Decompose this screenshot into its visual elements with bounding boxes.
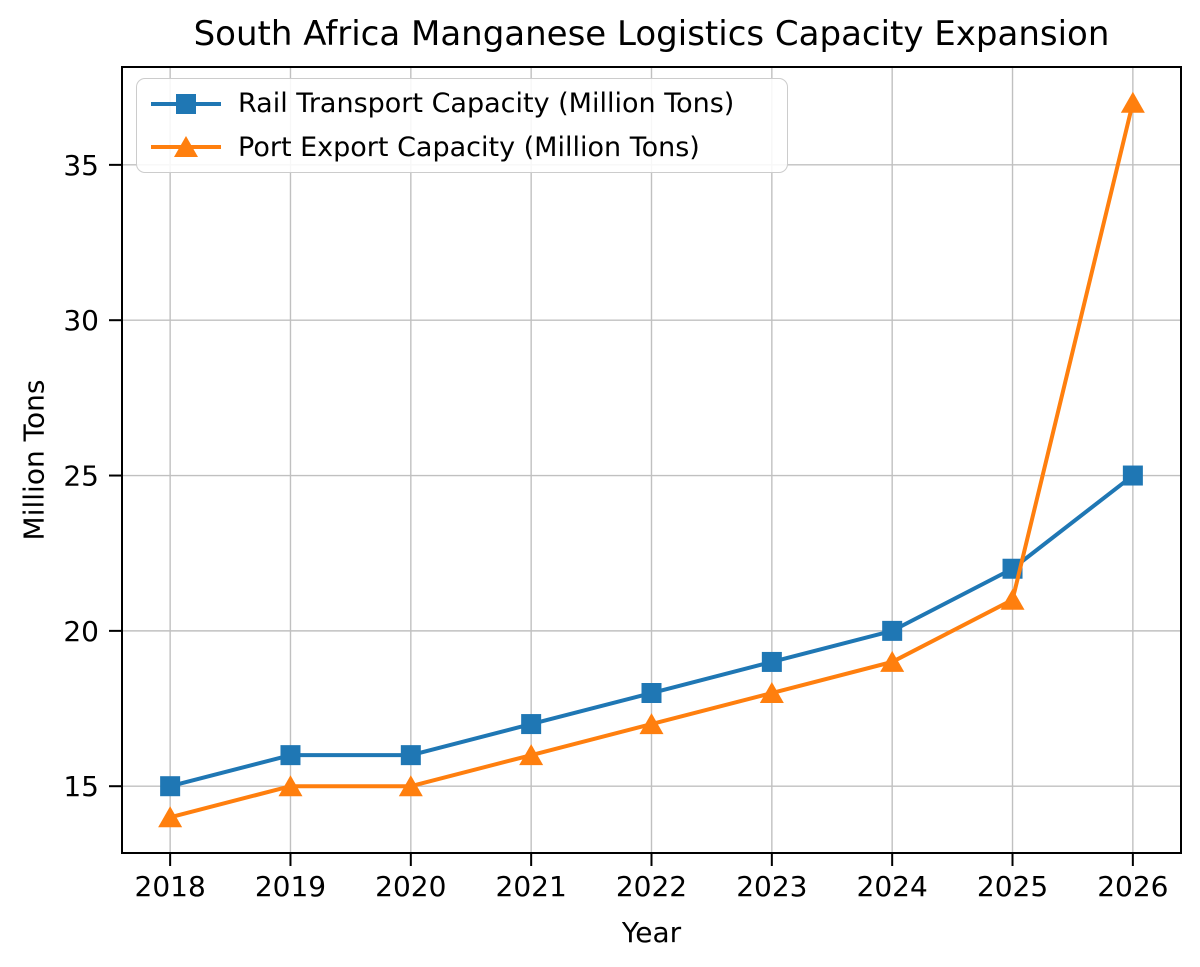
legend-handle	[151, 93, 221, 114]
triangle-marker-icon	[158, 806, 183, 828]
y-tick-label: 20	[63, 615, 99, 648]
square-marker-icon	[1122, 465, 1143, 486]
chart-title: South Africa Manganese Logistics Capacit…	[193, 14, 1110, 54]
x-tick-label: 2020	[375, 870, 446, 903]
triangle-marker-icon	[278, 775, 303, 797]
y-tick-label: 15	[63, 770, 99, 803]
square-marker-icon	[280, 745, 301, 766]
triangle-marker-icon	[759, 682, 784, 704]
square-marker-icon	[761, 651, 782, 672]
x-tick-label: 2024	[857, 870, 928, 903]
x-tick-label: 2019	[255, 870, 326, 903]
triangle-marker-icon	[880, 650, 905, 672]
square-marker-icon	[160, 776, 181, 797]
triangle-marker-icon	[1000, 588, 1025, 610]
triangle-marker-icon	[174, 136, 198, 158]
legend-label: Rail Transport Capacity (Million Tons)	[238, 88, 735, 120]
y-tick-label: 30	[63, 304, 99, 337]
legend-label: Port Export Capacity (Million Tons)	[238, 131, 700, 163]
square-marker-icon	[641, 683, 662, 704]
x-tick-label: 2026	[1097, 870, 1168, 903]
square-marker-icon	[882, 620, 903, 641]
x-tick-label: 2018	[135, 870, 206, 903]
x-tick-label: 2022	[616, 870, 687, 903]
triangle-marker-icon	[398, 775, 423, 797]
triangle-marker-icon	[519, 744, 544, 766]
x-tick-label: 2023	[736, 870, 807, 903]
series-rail	[160, 465, 1143, 797]
triangle-marker-icon	[639, 713, 664, 735]
series-port	[158, 91, 1145, 828]
y-tick-label: 25	[63, 460, 99, 493]
legend-handle	[151, 136, 221, 158]
x-tick-label: 2025	[977, 870, 1048, 903]
y-tick-label: 35	[63, 149, 99, 182]
legend-item: Rail Transport Capacity (Million Tons)	[137, 83, 787, 125]
legend-item: Port Export Capacity (Million Tons)	[137, 126, 787, 168]
square-marker-icon	[521, 714, 542, 735]
square-marker-icon	[176, 93, 196, 114]
triangle-marker-icon	[1120, 91, 1145, 113]
x-tick-label: 2021	[496, 870, 567, 903]
legend: Rail Transport Capacity (Million Tons) Po…	[136, 78, 788, 173]
y-axis-label: Million Tons	[17, 379, 51, 541]
square-marker-icon	[400, 745, 421, 766]
x-axis-label: Year	[621, 916, 682, 949]
